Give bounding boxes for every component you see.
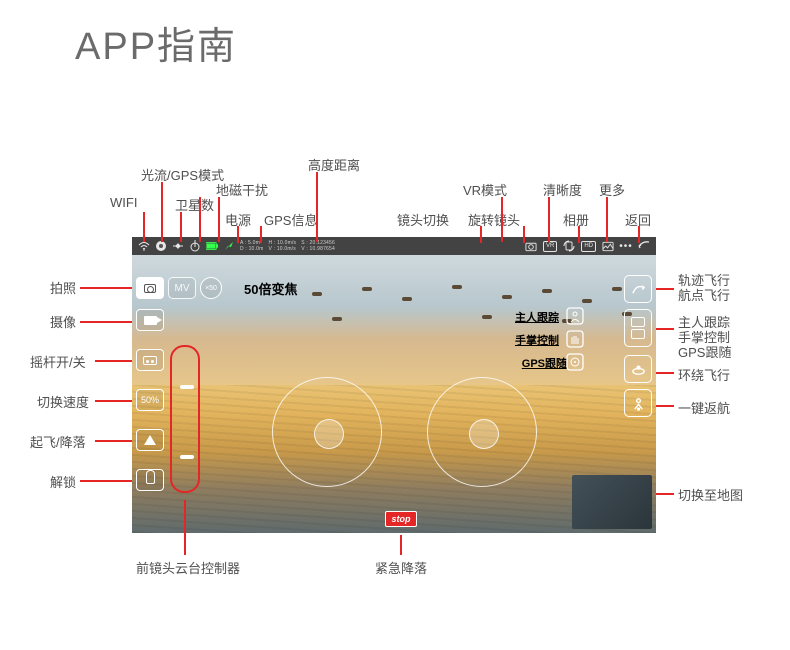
callout-geomag: 地磁干扰 bbox=[216, 180, 268, 199]
callout-more: 更多 bbox=[599, 180, 625, 199]
gps-icon[interactable] bbox=[223, 240, 235, 252]
unlock-button[interactable] bbox=[136, 469, 164, 491]
mv-button[interactable]: MV bbox=[168, 277, 196, 299]
callout-opticalflow: 光流/GPS模式 bbox=[141, 165, 224, 184]
gps-follow-icon[interactable] bbox=[566, 353, 584, 371]
app-screen: A : 5.0mD : 10.0m H : 10.0m/sV : 10.0m/s… bbox=[132, 237, 656, 533]
telemetry-gps: S : 20.123456V : 10.987654 bbox=[301, 240, 335, 252]
callout-r3: 环绕飞行 bbox=[678, 365, 730, 384]
speed-button[interactable]: 50% bbox=[136, 389, 164, 411]
lens-switch-icon[interactable] bbox=[525, 240, 537, 252]
joystick-left[interactable] bbox=[272, 377, 382, 487]
follow-modes-button[interactable] bbox=[624, 309, 652, 347]
gimbal-controller[interactable] bbox=[170, 345, 200, 493]
callout-wifi: WIFI bbox=[110, 195, 137, 210]
callout-lock: 解锁 bbox=[50, 472, 76, 491]
overlay-palm-control: 手掌控制 bbox=[515, 332, 559, 348]
callout-takeoff: 起飞/降落 bbox=[30, 432, 86, 451]
joystick-toggle-button[interactable] bbox=[136, 349, 164, 371]
callout-gallery: 相册 bbox=[563, 210, 589, 229]
callout-gps: GPS信息 bbox=[264, 210, 317, 229]
callout-lens: 镜头切换 bbox=[397, 210, 449, 229]
palm-control-icon[interactable] bbox=[566, 330, 584, 348]
overlay-gps-follow: GPS跟随 bbox=[522, 355, 567, 371]
takeoff-button[interactable] bbox=[136, 429, 164, 451]
callout-map: 切换至地图 bbox=[678, 485, 743, 504]
rotate-lens-icon[interactable] bbox=[563, 240, 575, 252]
page-title: APP指南 bbox=[75, 15, 237, 70]
return-home-button[interactable] bbox=[624, 389, 652, 417]
callout-speed: 切换速度 bbox=[37, 392, 89, 411]
telemetry-speed: H : 10.0m/sV : 10.0m/s bbox=[268, 240, 296, 252]
callout-r2c: GPS跟随 bbox=[678, 342, 731, 361]
map-thumbnail[interactable] bbox=[572, 475, 652, 529]
joystick-right[interactable] bbox=[427, 377, 537, 487]
photo-button[interactable] bbox=[136, 277, 164, 299]
callout-stick: 摇杆开/关 bbox=[30, 352, 86, 371]
overlay-follow-master: 主人跟踪 bbox=[515, 309, 559, 325]
track-waypoint-button[interactable] bbox=[624, 275, 652, 303]
orbit-button[interactable] bbox=[624, 355, 652, 383]
gallery-icon[interactable] bbox=[602, 240, 614, 252]
zoom-button[interactable]: ×50 bbox=[200, 277, 222, 299]
video-button[interactable] bbox=[136, 309, 164, 331]
follow-master-icon[interactable] bbox=[566, 307, 584, 325]
emergency-stop-button[interactable]: stop bbox=[385, 511, 417, 527]
hd-icon[interactable]: HD bbox=[581, 241, 596, 252]
callout-gimbal: 前镜头云台控制器 bbox=[136, 558, 240, 577]
back-icon[interactable] bbox=[638, 240, 650, 252]
zoom-label: 50倍变焦 bbox=[244, 279, 297, 298]
callout-photo: 拍照 bbox=[50, 278, 76, 297]
more-icon[interactable]: ••• bbox=[620, 240, 632, 252]
satellite-icon[interactable] bbox=[172, 240, 184, 252]
callout-rotate: 旋转镜头 bbox=[468, 210, 520, 229]
callout-r1b: 航点飞行 bbox=[678, 285, 730, 304]
vr-icon[interactable]: VR bbox=[543, 241, 557, 252]
callout-estop: 紧急降落 bbox=[375, 558, 427, 577]
callout-video: 摄像 bbox=[50, 312, 76, 331]
callout-r4: 一键返航 bbox=[678, 398, 730, 417]
power-icon[interactable] bbox=[206, 240, 218, 252]
